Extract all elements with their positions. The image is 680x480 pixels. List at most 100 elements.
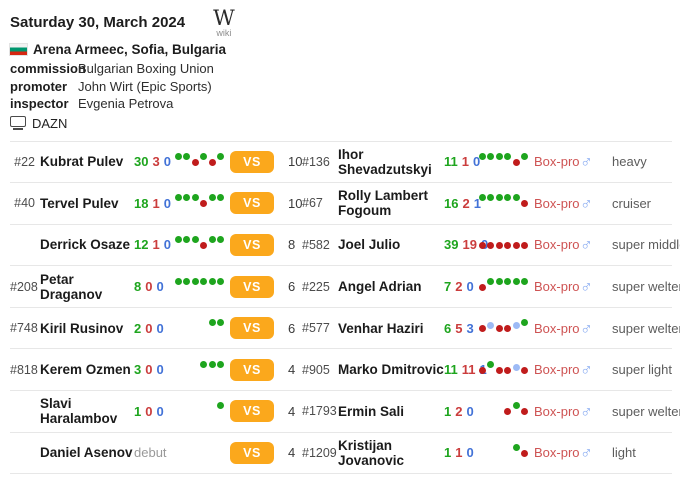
right-fighter-form [478,238,534,252]
win-dot [174,194,182,202]
right-fighter-name[interactable]: Joel Julio [338,237,401,253]
rounds-count: 6 [288,320,296,336]
wiki-link[interactable]: W wiki [213,8,235,39]
right-fighter-name[interactable]: Marko Dmitrovic [338,362,444,378]
win-dot [208,360,216,368]
left-fighter-form [172,152,230,169]
win-dot [512,402,520,410]
win-dot [478,152,486,160]
vs-badge[interactable]: VS [230,441,274,464]
loss-dot [200,200,207,208]
weight-class: super welter [612,403,680,419]
vs-badge[interactable]: VS [230,150,274,173]
vs-badge[interactable]: VS [230,233,274,256]
right-fighter-form [478,277,534,294]
left-fighter-rank: #208 [10,279,38,294]
win-dot [504,194,511,202]
loss-dot [495,325,503,333]
win-dot [183,235,190,243]
male-icon: ♂ [580,360,593,380]
left-fighter-rank: #748 [10,321,38,336]
right-fighter-name[interactable]: Angel Adrian [338,279,422,295]
loss-dot [512,158,520,166]
rounds-count: 10 [288,154,303,170]
draw-dot [512,363,520,371]
male-icon: ♂ [580,277,593,297]
rounds-count: 6 [288,279,296,295]
right-fighter-rank: #136 [302,154,330,169]
weight-class: cruiser [612,195,652,211]
left-fighter-name[interactable]: Petar Draganov [40,271,103,302]
vs-cell: VS [230,150,280,173]
left-fighter-name[interactable]: Slavi Haralambov [40,396,118,427]
left-fighter-name[interactable]: Kubrat Pulev [40,154,124,170]
win-dot [512,194,520,202]
right-fighter-form [478,152,534,169]
detail-value: Bulgarian Boxing Union [78,61,214,76]
loss-dot [478,366,486,374]
loss-dot [208,158,216,166]
header: Saturday 30, March 2024 W wiki [10,6,672,42]
vs-badge[interactable]: VS [230,317,274,340]
left-fighter-name[interactable]: Kerem Ozmen [40,362,131,378]
right-fighter-name[interactable]: Venhar Haziri [338,320,424,336]
wiki-label: wiki [216,28,232,38]
win-dot [174,235,182,243]
male-icon: ♂ [580,318,593,338]
left-fighter-name[interactable]: Tervel Pulev [40,195,119,211]
right-fighter-name[interactable]: Ihor Shevadzutskyi [338,146,432,177]
win-dot [495,152,503,160]
right-fighter-name[interactable]: Ermin Sali [338,403,405,419]
vs-cell: VS [230,233,280,256]
left-fighter-name[interactable]: Kiril Rusinov [40,320,124,336]
win-dot [200,277,207,285]
win-dot [487,277,494,285]
rounds-count: 4 [288,362,296,378]
bout-type: Box-pro [534,154,580,170]
rounds-count: 10 [288,195,303,211]
bout-type: Box-pro [534,320,580,336]
loss-dot [504,325,511,333]
bout-type: Box-pro [534,445,580,461]
vs-badge[interactable]: VS [230,358,274,381]
win-dot [191,277,199,285]
event-date: Saturday 30, March 2024 [10,14,186,31]
broadcast-line: DAZN [10,115,672,131]
win-dot [487,360,494,368]
draw-dot [487,322,494,330]
win-dot [478,194,486,202]
win-dot [521,152,528,160]
left-fighter-name[interactable]: Daniel Asenov [40,445,133,461]
loss-dot [521,366,528,374]
right-fighter-name[interactable]: Rolly Lambert Fogoum [338,188,429,219]
vs-badge[interactable]: VS [230,192,274,215]
right-fighter-rank: #582 [302,237,330,252]
tv-monitor-icon [10,115,26,130]
win-dot [191,194,199,202]
venue-detail-line: promoter John Wirt (Epic Sports) [10,78,672,96]
left-fighter-form [172,235,230,252]
win-dot [512,277,520,285]
left-fighter-name[interactable]: Derrick Osaze [40,237,131,253]
left-fighter-form [172,277,230,294]
fight-row: #22 Kubrat Pulev 30 3 0 VS 10 #136 Ihor Sh… [10,140,672,183]
right-fighter-rank: #577 [302,321,330,336]
loss-dot [478,325,486,333]
win-dot [217,319,224,327]
weight-class: super welter [612,279,680,295]
right-fighter-name[interactable]: Kristijan Jovanovic [338,437,405,468]
win-dot [183,277,190,285]
vs-badge[interactable]: VS [230,275,274,298]
weight-class: super middle [612,237,680,253]
venue-name: Arena Armeec, Sofia, Bulgaria [33,42,227,57]
rounds-count: 4 [288,445,296,461]
loss-dot [478,283,486,291]
vs-badge[interactable]: VS [230,400,274,423]
bout-type: Box-pro [534,237,580,253]
win-dot [495,277,503,285]
